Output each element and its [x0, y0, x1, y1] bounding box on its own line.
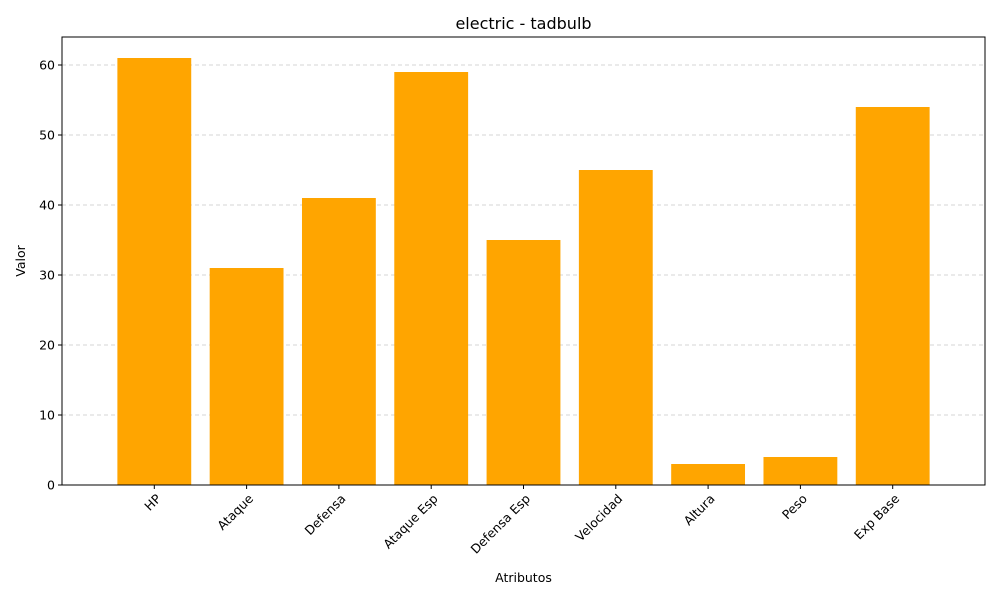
y-tick-label: 60	[39, 58, 55, 73]
y-tick-label: 40	[39, 198, 55, 213]
chart-title: electric - tadbulb	[455, 14, 591, 33]
bar	[855, 107, 930, 485]
x-axis-ticks: HP Ataque Defensa Ataque Esp Defensa Esp Velo…	[141, 485, 903, 557]
y-tick-label: 30	[39, 268, 55, 283]
bar	[578, 170, 653, 485]
bar	[117, 58, 192, 485]
x-tick-label: Velocidad	[572, 491, 625, 544]
y-tick-label: 50	[39, 128, 55, 143]
y-tick-label: 20	[39, 338, 55, 353]
bar	[209, 268, 284, 485]
y-tick-label: 0	[47, 478, 55, 493]
x-tick-label: Ataque Esp	[380, 491, 441, 552]
x-tick-label: Peso	[779, 491, 810, 522]
bar	[301, 198, 376, 485]
x-tick-label: Defensa Esp	[467, 491, 533, 557]
x-tick-label: Exp Base	[851, 491, 903, 543]
bar	[486, 240, 561, 485]
bar	[394, 72, 469, 485]
bar	[671, 464, 746, 485]
y-axis-ticks: 0 10 20 30 40 50 60	[39, 58, 62, 493]
bars	[117, 58, 930, 485]
x-tick-label: HP	[141, 491, 164, 514]
x-tick-label: Ataque	[214, 491, 256, 533]
bar	[763, 457, 838, 485]
y-axis-label: Valor	[13, 244, 28, 276]
y-tick-label: 10	[39, 408, 55, 423]
x-axis-label: Atributos	[495, 570, 552, 585]
x-tick-label: Defensa	[301, 491, 348, 538]
x-tick-label: Altura	[680, 491, 717, 528]
